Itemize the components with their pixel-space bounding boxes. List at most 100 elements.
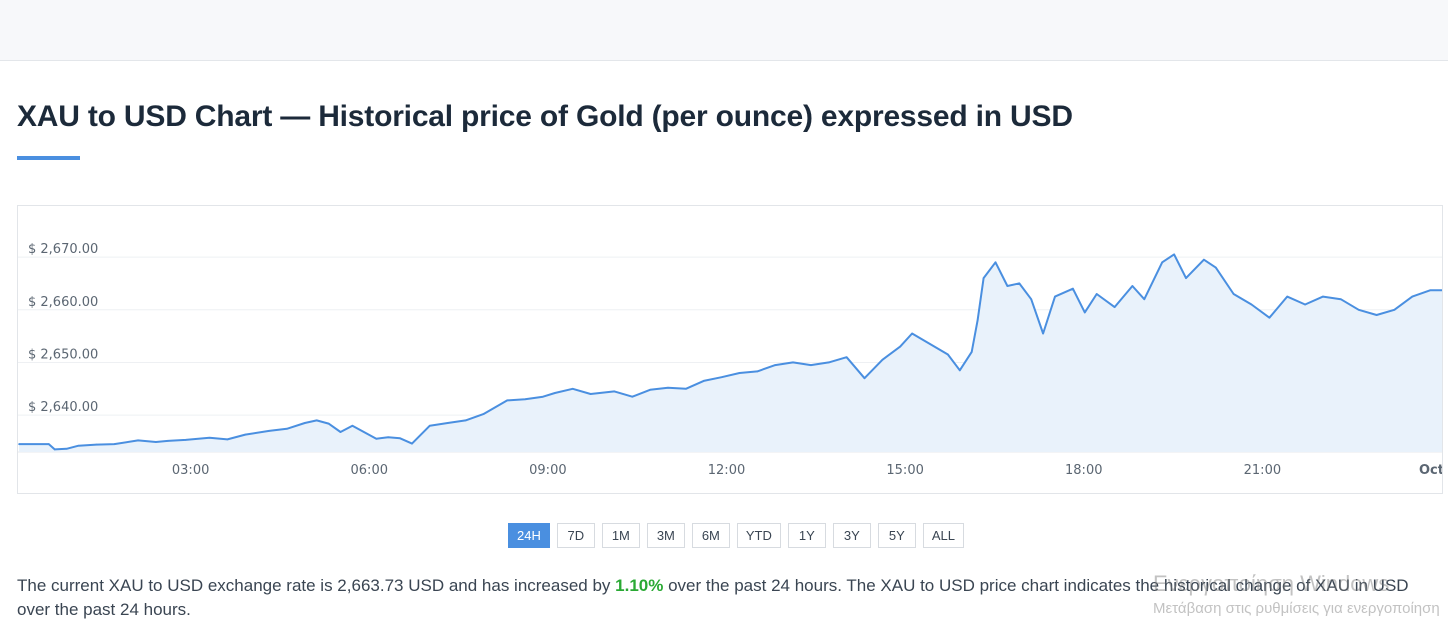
price-point [339,431,342,433]
price-point [48,443,50,445]
price-point [1429,289,1431,292]
price-point [226,438,229,441]
price-point [464,419,467,422]
price-point [1268,316,1271,319]
price-point [494,406,497,408]
range-button-7d[interactable]: 7D [556,523,595,548]
price-point [899,345,901,348]
price-point [571,388,574,390]
price-point [184,439,187,441]
price-point [315,419,318,422]
x-tick-label: 03:00 [172,463,209,478]
top-bar [0,0,1448,61]
price-line [19,253,1442,451]
price-point [1084,311,1086,314]
price-point [1304,303,1306,306]
price-point [649,389,651,391]
price-point [286,428,288,430]
title-underline [17,156,80,160]
range-button-24h[interactable]: 24H [508,523,550,548]
price-point [845,356,848,358]
price-point [387,436,390,438]
price-point [1340,298,1342,300]
x-tick-label: 09:00 [529,463,566,478]
time-range-selector: 24H 7D 1M 3M 6M YTD 1Y 3Y 5Y ALL [508,523,964,548]
price-point [506,399,509,402]
price-description: The current XAU to USD exchange rate is … [17,574,1427,622]
change-percent: 1.10% [615,576,664,595]
price-point [399,437,401,440]
price-point [1072,287,1074,290]
price-point [970,351,973,353]
price-point [351,424,354,427]
y-tick-label: $ 2,640.00 [28,400,98,415]
y-tick-label: $ 2,670.00 [28,242,98,257]
price-point [1357,309,1360,311]
price-point [155,441,157,443]
windows-activation-watermark-sub: Μετάβαση στις ρυθμίσεις για ενεργοποίηση [1153,600,1440,617]
price-point [1411,295,1414,298]
y-tick-label: $ 2,650.00 [28,347,98,362]
chart-svg: $ 2,640.00 $ 2,650.00 $ 2,660.00 $ 2,670.00… [18,242,1442,478]
x-tick-label: Oct [1419,463,1442,478]
price-point [947,353,949,356]
price-point [1250,303,1253,306]
x-tick-label: 15:00 [886,463,923,478]
price-point [1393,309,1396,311]
range-button-ytd[interactable]: YTD [736,523,781,548]
price-point [756,370,759,373]
price-point [774,364,776,366]
price-point [881,359,884,361]
page-title: XAU to USD Chart — Historical price of G… [17,100,1073,133]
price-point [911,332,913,335]
price-point [667,386,669,389]
price-point [411,442,413,445]
price-point [685,388,687,390]
price-point [589,393,592,395]
price-point [446,422,449,424]
price-point [631,395,634,398]
windows-activation-watermark: Ενεργοποίηση Windows [1153,571,1390,596]
range-button-6m[interactable]: 6M [691,523,730,548]
price-point [65,448,68,450]
price-point [1375,314,1378,316]
price-point [613,390,616,393]
price-point [828,361,830,364]
price-point [929,343,931,345]
range-button-1m[interactable]: 1M [601,523,640,548]
x-tick-label: 06:00 [351,463,388,478]
price-point [1113,306,1116,308]
price-point [1054,295,1056,298]
price-point [167,440,169,442]
price-point [976,319,979,322]
price-chart[interactable]: $ 2,640.00 $ 2,650.00 $ 2,660.00 $ 2,670.00… [17,205,1443,494]
price-point [429,424,431,427]
price-point [720,376,723,378]
price-point [1006,285,1009,287]
price-point [1018,282,1021,285]
price-point [994,261,997,264]
range-button-3m[interactable]: 3M [646,523,685,548]
price-point [244,433,247,436]
range-button-5y[interactable]: 5Y [877,523,916,548]
description-text-2: over the past 24 hours. The XAU to USD p… [17,576,1409,619]
range-button-1y[interactable]: 1Y [787,523,826,548]
price-point [113,443,116,445]
range-button-3y[interactable]: 3Y [832,523,871,548]
price-point [524,398,526,401]
price-point [268,430,270,432]
price-point [327,422,330,425]
price-point [1042,332,1044,335]
price-point [95,443,98,446]
price-point [1203,258,1205,261]
price-point [554,392,556,394]
price-point [982,277,985,279]
price-point [738,372,741,374]
price-point [375,438,378,440]
y-tick-label: $ 2,660.00 [28,295,98,310]
price-point [1143,298,1146,300]
price-point [77,444,80,447]
range-button-all[interactable]: ALL [922,523,964,548]
description-text-1: The current XAU to USD exchange rate is … [17,576,616,595]
price-point [53,448,56,451]
